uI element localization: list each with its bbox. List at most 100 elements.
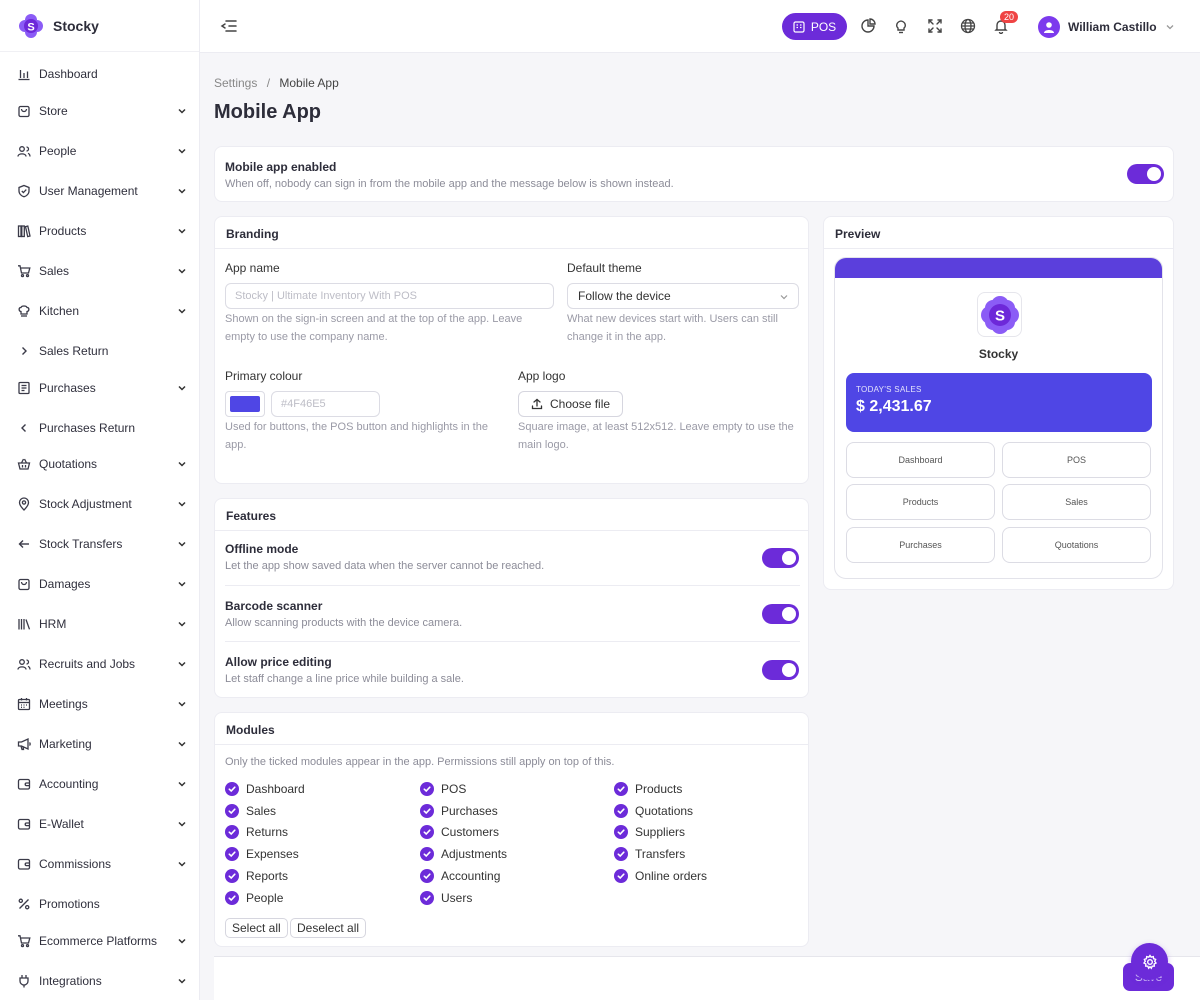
module-label: Customers bbox=[441, 825, 500, 840]
sidebar-item-dashboard[interactable]: Dashboard bbox=[0, 61, 199, 87]
sidebar-item-label: Stock Adjustment bbox=[39, 497, 132, 511]
theme-select[interactable]: Follow the device bbox=[567, 283, 799, 309]
chevron-down-icon bbox=[177, 499, 187, 509]
sidebar-item-purchases[interactable]: Purchases bbox=[0, 375, 199, 401]
notification-badge: 20 bbox=[1000, 11, 1019, 23]
price-editing-toggle[interactable] bbox=[762, 660, 799, 680]
app-name-input[interactable] bbox=[225, 283, 554, 309]
brand-name: Stocky bbox=[53, 17, 99, 34]
megaphone-icon bbox=[17, 737, 31, 751]
module-checkbox-expenses[interactable]: Expenses bbox=[225, 847, 299, 862]
select-all-button[interactable]: Select all bbox=[225, 918, 288, 938]
sidebar-item-marketing[interactable]: Marketing bbox=[0, 731, 199, 757]
module-checkbox-quotations[interactable]: Quotations bbox=[614, 803, 693, 818]
sidebar-item-stock-transfers[interactable]: Stock Transfers bbox=[0, 531, 199, 557]
module-checkbox-online-orders[interactable]: Online orders bbox=[614, 868, 707, 883]
fullscreen-icon[interactable] bbox=[927, 18, 943, 34]
module-checkbox-returns[interactable]: Returns bbox=[225, 825, 288, 840]
sidebar-item-promotions[interactable]: Promotions bbox=[0, 891, 199, 917]
mobile-enabled-description: When off, nobody can sign in from the mo… bbox=[225, 178, 674, 190]
module-checkbox-suppliers[interactable]: Suppliers bbox=[614, 825, 685, 840]
sidebar-item-sales-return[interactable]: Sales Return bbox=[0, 338, 199, 364]
settings-fab[interactable] bbox=[1131, 943, 1168, 980]
barcode-scanner-description: Allow scanning products with the device … bbox=[225, 617, 463, 629]
module-checkbox-dashboard[interactable]: Dashboard bbox=[225, 782, 305, 796]
sidebar-item-quotations[interactable]: Quotations bbox=[0, 451, 199, 477]
sidebar-item-people[interactable]: People bbox=[0, 138, 199, 164]
offline-mode-toggle[interactable] bbox=[762, 548, 799, 568]
module-checkbox-transfers[interactable]: Transfers bbox=[614, 847, 685, 862]
preview-tile-dashboard[interactable]: Dashboard bbox=[846, 442, 995, 478]
sidebar-item-stock-adjustment[interactable]: Stock Adjustment bbox=[0, 491, 199, 517]
sidebar-item-products[interactable]: Products bbox=[0, 218, 199, 244]
sidebar-item-integrations[interactable]: Integrations bbox=[0, 968, 199, 994]
sidebar-item-label: Integrations bbox=[39, 974, 102, 988]
barcode-scanner-toggle[interactable] bbox=[762, 604, 799, 624]
user-menu[interactable]: William Castillo bbox=[1038, 14, 1175, 40]
wallet-icon bbox=[17, 857, 31, 871]
sidebar-item-hrm[interactable]: HRM bbox=[0, 611, 199, 637]
globe-icon[interactable] bbox=[960, 18, 976, 34]
module-checkbox-adjustments[interactable]: Adjustments bbox=[420, 847, 507, 862]
modules-title: Modules bbox=[215, 713, 808, 745]
colour-help: Used for buttons, the POS button and hig… bbox=[225, 421, 488, 451]
check-icon bbox=[225, 890, 239, 905]
sidebar-item-purchases-return[interactable]: Purchases Return bbox=[0, 415, 199, 441]
module-label: Expenses bbox=[246, 847, 299, 862]
sidebar-item-kitchen[interactable]: Kitchen bbox=[0, 298, 199, 324]
wallet-icon bbox=[17, 777, 31, 791]
module-checkbox-people[interactable]: People bbox=[225, 890, 283, 905]
module-checkbox-products[interactable]: Products bbox=[614, 782, 682, 796]
colour-swatch[interactable] bbox=[225, 391, 265, 417]
sidebar-item-user-management[interactable]: User Management bbox=[0, 178, 199, 204]
check-icon bbox=[614, 825, 628, 840]
check-icon bbox=[420, 782, 434, 796]
deselect-all-button[interactable]: Deselect all bbox=[290, 918, 367, 938]
brand[interactable]: S Stocky bbox=[0, 0, 199, 52]
sidebar-item-sales[interactable]: Sales bbox=[0, 258, 199, 284]
breadcrumb-parent[interactable]: Settings bbox=[214, 76, 258, 90]
sidebar-item-label: Marketing bbox=[39, 737, 92, 751]
lightbulb-icon[interactable] bbox=[893, 18, 909, 34]
preview-tile-sales[interactable]: Sales bbox=[1002, 484, 1151, 520]
sidebar-item-e-wallet[interactable]: E-Wallet bbox=[0, 811, 199, 837]
module-checkbox-reports[interactable]: Reports bbox=[225, 868, 288, 883]
pie-chart-icon[interactable] bbox=[860, 18, 876, 34]
sidebar-item-meetings[interactable]: Meetings bbox=[0, 691, 199, 717]
sidebar-item-label: Purchases bbox=[39, 381, 96, 395]
check-icon bbox=[420, 890, 434, 905]
sidebar-item-store[interactable]: Store bbox=[0, 98, 199, 124]
sidebar-item-damages[interactable]: Damages bbox=[0, 571, 199, 597]
sidebar-item-label: Stock Transfers bbox=[39, 537, 123, 551]
check-icon bbox=[225, 868, 239, 883]
pos-label: POS bbox=[810, 19, 837, 34]
sidebar-item-recruits-and-jobs[interactable]: Recruits and Jobs bbox=[0, 651, 199, 677]
chevron-down-icon bbox=[177, 106, 187, 116]
pos-icon bbox=[793, 20, 805, 33]
choose-file-label: Choose file bbox=[550, 397, 611, 411]
preview-tile-pos[interactable]: POS bbox=[1002, 442, 1151, 478]
module-checkbox-users[interactable]: Users bbox=[420, 890, 472, 905]
sidebar-item-accounting[interactable]: Accounting bbox=[0, 771, 199, 797]
preview-tile-quotations[interactable]: Quotations bbox=[1002, 527, 1151, 563]
topbar: POS 20 William Castillo bbox=[200, 0, 1200, 53]
menu-toggle-icon[interactable] bbox=[220, 17, 238, 35]
mobile-enabled-toggle[interactable] bbox=[1127, 164, 1164, 184]
mobile-enabled-title: Mobile app enabled bbox=[225, 160, 337, 174]
module-checkbox-sales[interactable]: Sales bbox=[225, 803, 276, 818]
bar-chart-icon bbox=[17, 67, 31, 81]
choose-file-button[interactable]: Choose file bbox=[518, 391, 624, 417]
colour-hex-input[interactable] bbox=[271, 391, 380, 417]
module-checkbox-pos[interactable]: POS bbox=[420, 782, 466, 796]
sidebar-item-ecommerce-platforms[interactable]: Ecommerce Platforms bbox=[0, 928, 199, 954]
module-label: Products bbox=[635, 782, 683, 796]
module-checkbox-purchases[interactable]: Purchases bbox=[420, 803, 498, 818]
pos-button[interactable]: POS bbox=[782, 13, 847, 40]
divider bbox=[225, 585, 800, 586]
preview-tile-purchases[interactable]: Purchases bbox=[846, 527, 995, 563]
app-icon: S bbox=[977, 292, 1022, 337]
module-checkbox-accounting[interactable]: Accounting bbox=[420, 868, 500, 883]
sidebar-item-commissions[interactable]: Commissions bbox=[0, 851, 199, 877]
preview-tile-products[interactable]: Products bbox=[846, 484, 995, 520]
module-checkbox-customers[interactable]: Customers bbox=[420, 825, 500, 840]
